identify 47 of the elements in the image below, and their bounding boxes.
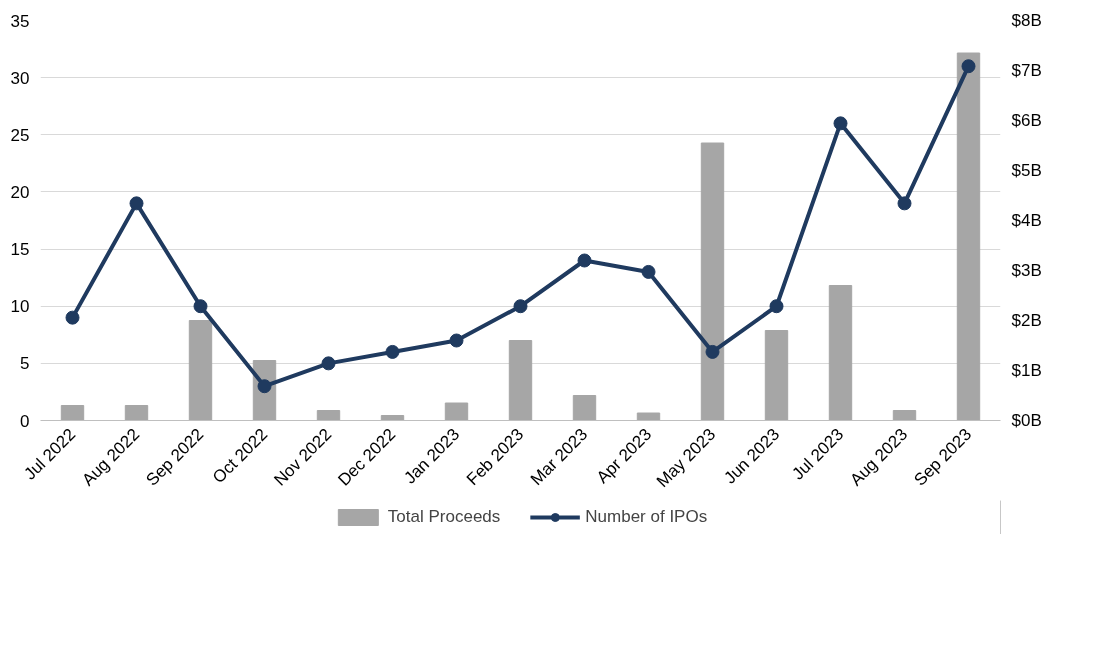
y2-tick-label: $8B [1011, 11, 1042, 30]
y-tick-label: 35 [10, 11, 30, 31]
point [65, 310, 80, 325]
bar [700, 142, 725, 421]
point [385, 344, 400, 359]
point [833, 116, 848, 131]
bar [60, 405, 85, 421]
point [513, 299, 528, 314]
y-tick-label: 20 [10, 182, 30, 202]
bar [316, 410, 341, 421]
bar [444, 402, 469, 421]
bar [380, 415, 405, 421]
y2-tick-label: $7B [1011, 61, 1042, 80]
point [577, 253, 592, 268]
y-tick-label: 15 [10, 240, 30, 260]
bar [188, 320, 213, 421]
point [961, 59, 976, 74]
point [321, 356, 336, 371]
bar [956, 52, 981, 421]
y-tick-label: 0 [20, 411, 30, 431]
bar [572, 395, 597, 421]
point [769, 299, 784, 314]
y2-tick-label: $1B [1011, 361, 1042, 380]
bar [764, 330, 789, 421]
bar [636, 412, 661, 421]
y-tick-label: 25 [10, 125, 30, 145]
point [129, 196, 144, 211]
y2-tick-label: $2B [1011, 311, 1042, 330]
point [193, 299, 208, 314]
y2-tick-label: $5B [1011, 161, 1042, 180]
y2-tick-label: $3B [1011, 261, 1042, 280]
point [449, 333, 464, 348]
point [641, 264, 656, 279]
legend-label: Total Proceeds [387, 507, 501, 527]
bar [892, 410, 917, 421]
y-tick-label: 10 [10, 297, 30, 317]
y2-tick-label: $0B [1011, 411, 1042, 430]
y2-tick-label: $6B [1011, 111, 1042, 130]
legend-label: Number of IPOs [585, 507, 708, 527]
bar [828, 285, 853, 421]
point [705, 344, 720, 359]
y2-tick-label: $4B [1011, 211, 1042, 230]
bar [124, 405, 149, 421]
point [897, 196, 912, 211]
y-tick-label: 30 [10, 68, 30, 88]
y-tick-label: 5 [20, 354, 30, 374]
bar [508, 340, 533, 421]
